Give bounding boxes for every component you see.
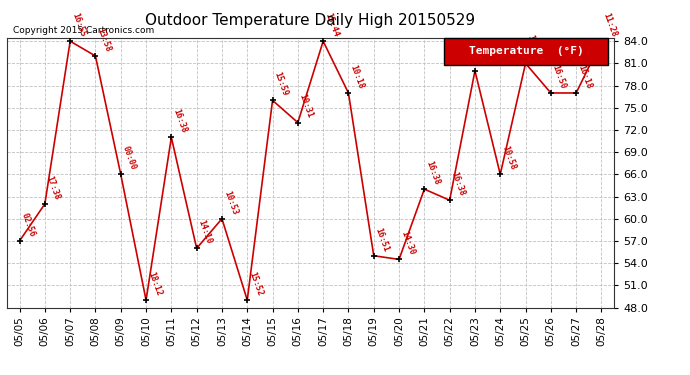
Text: 13:58: 13:58	[95, 27, 112, 53]
Text: 11:28: 11:28	[602, 12, 618, 38]
Text: 15:52: 15:52	[247, 271, 264, 297]
Text: Copyright 2015 Cartronics.com: Copyright 2015 Cartronics.com	[13, 26, 155, 35]
Text: 10:31: 10:31	[298, 93, 315, 120]
Text: 15:44: 15:44	[323, 12, 340, 38]
Text: 16:38: 16:38	[171, 108, 188, 134]
Text: 17:05: 17:05	[526, 34, 542, 60]
Text: 17:38: 17:38	[45, 174, 62, 201]
Text: Temperature  (°F): Temperature (°F)	[469, 46, 584, 56]
Text: 16:18: 16:18	[576, 63, 593, 90]
FancyBboxPatch shape	[444, 38, 608, 64]
Text: 15:59: 15:59	[273, 71, 290, 98]
Text: 16:50: 16:50	[551, 63, 568, 90]
Text: 16:38: 16:38	[450, 171, 466, 197]
Text: Outdoor Temperature Daily High 20150529: Outdoor Temperature Daily High 20150529	[146, 13, 475, 28]
Text: 16:38: 16:38	[424, 160, 442, 186]
Text: 14:30: 14:30	[399, 230, 416, 256]
Text: 16:51: 16:51	[374, 226, 391, 253]
Text: 18:12: 18:12	[146, 271, 163, 297]
Text: 16:55: 16:55	[70, 12, 87, 38]
Text: 10:53: 10:53	[222, 189, 239, 216]
Text: 14:10: 14:10	[197, 219, 214, 245]
Text: 00:00: 00:00	[121, 145, 138, 171]
Text: 10:58: 10:58	[500, 145, 518, 171]
Text: 02:56: 02:56	[19, 211, 37, 238]
Text: 13:27: 13:27	[475, 41, 492, 68]
Text: 10:18: 10:18	[348, 63, 366, 90]
